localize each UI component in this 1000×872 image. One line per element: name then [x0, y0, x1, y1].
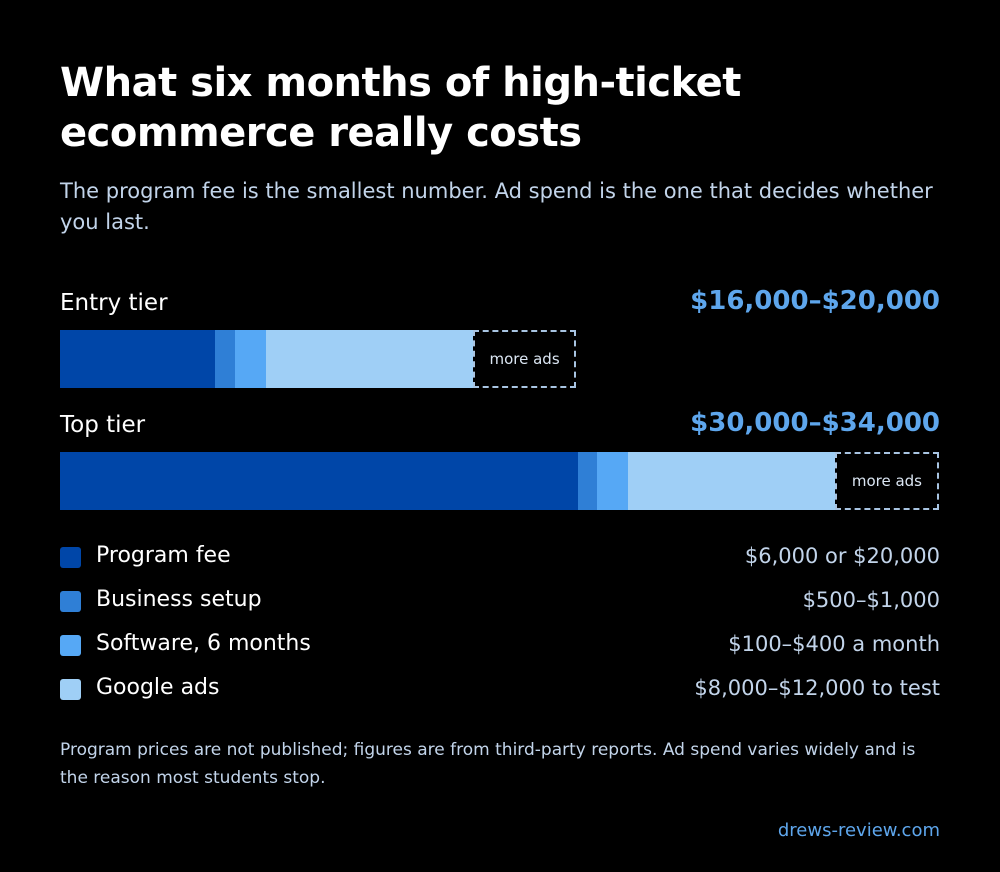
chart-title: What six months of high-ticket ecommerce…	[60, 60, 741, 156]
bar-segment-google-ads-entry-tier	[265, 330, 473, 388]
legend-swatch-business-setup	[60, 591, 81, 612]
total-label-entry-tier: $16,000–$20,000	[690, 286, 940, 316]
legend-value: $500–$1,000	[802, 588, 940, 612]
legend-label: Business setup	[96, 587, 262, 612]
bar-segment-software-6-months-top-tier	[597, 452, 629, 510]
source-link[interactable]: drews-review.com	[777, 820, 940, 841]
bar-segment-google-ads-top-tier	[628, 452, 836, 510]
stacked-bar-entry-tier: more ads	[60, 330, 940, 388]
legend-value: $6,000 or $20,000	[744, 544, 940, 568]
legend-label: Software, 6 months	[96, 631, 311, 656]
legend-item-business-setup: Business setup $500–$1,000	[60, 585, 940, 615]
category-label-top-tier: Top tier	[60, 412, 146, 438]
legend-label: Program fee	[96, 543, 231, 568]
legend-value: $100–$400 a month	[728, 632, 940, 656]
legend-item-program-fee: Program fee $6,000 or $20,000	[60, 541, 940, 571]
stacked-bar-top-tier: more ads	[60, 452, 940, 510]
bar-segment-business-setup-top-tier	[577, 452, 598, 510]
legend-item-software: Software, 6 months $100–$400 a month	[60, 629, 940, 659]
legend-swatch-program-fee	[60, 547, 81, 568]
footnote: Program prices are not published; figure…	[60, 740, 916, 788]
bar-segment-business-setup-entry-tier	[215, 330, 235, 388]
category-label-entry-tier: Entry tier	[60, 290, 168, 316]
legend-swatch-google-ads	[60, 679, 81, 700]
bar-segment-program-fee-entry-tier	[60, 330, 216, 388]
bar-segment-more-ads-top-tier: more ads	[835, 452, 939, 510]
legend-label: Google ads	[96, 675, 220, 700]
bar-segment-software-6-months-entry-tier	[234, 330, 266, 388]
legend-item-google-ads: Google ads $8,000–$12,000 to test	[60, 673, 940, 703]
chart-subtitle: The program fee is the smallest number. …	[60, 179, 933, 234]
total-label-top-tier: $30,000–$34,000	[690, 408, 940, 438]
legend-value: $8,000–$12,000 to test	[694, 676, 940, 700]
bar-segment-more-ads-entry-tier: more ads	[472, 330, 577, 388]
legend-swatch-software	[60, 635, 81, 656]
bar-segment-program-fee-top-tier	[60, 452, 578, 510]
